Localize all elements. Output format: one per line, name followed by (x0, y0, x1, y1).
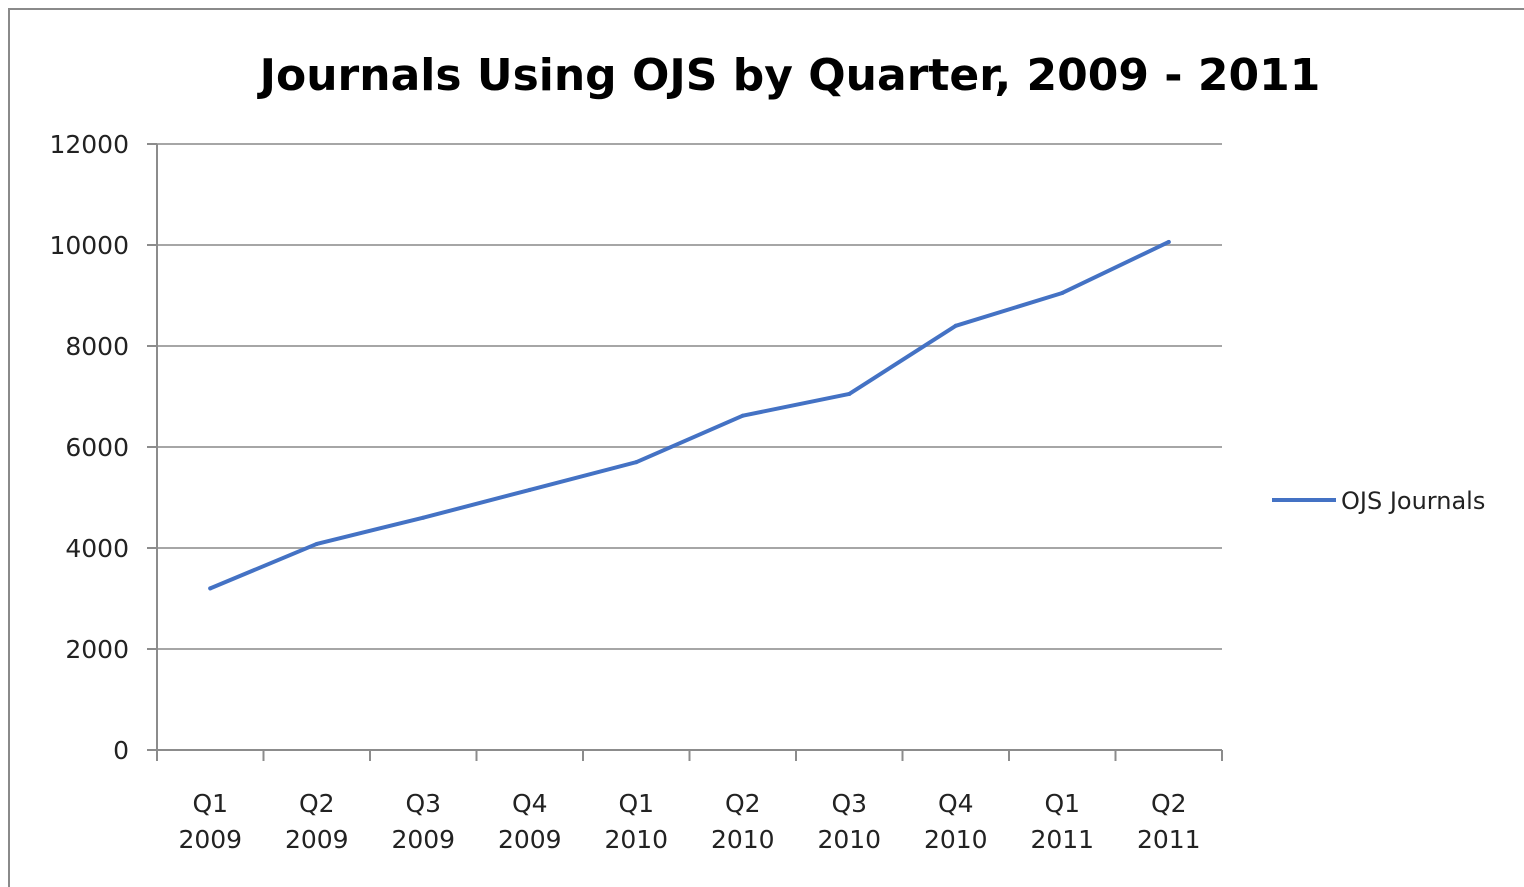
data-point (634, 460, 639, 465)
x-tick-label-line: Q2 (725, 789, 761, 818)
x-tick-label-line: Q2 (299, 789, 335, 818)
x-tick-label-line: 2010 (711, 825, 775, 854)
data-point (740, 413, 745, 418)
x-tick-label-line: 2009 (285, 825, 349, 854)
x-axis-ticks: Q1 2009 Q2 2009 Q3 2009 Q4 2009 Q1 2010 Q2 2010 Q3 20… (156, 750, 1223, 854)
data-point (847, 391, 852, 396)
x-tick-label-line: Q1 (618, 789, 654, 818)
y-tick-label: 10000 (49, 231, 129, 260)
data-point (421, 515, 426, 520)
y-tick-label: 4000 (65, 534, 129, 563)
x-tick-label: Q3 2010 (817, 789, 881, 854)
x-tick-label-line: Q4 (512, 789, 548, 818)
chart-title: Journals Using OJS by Quarter, 2009 - 20… (257, 50, 1321, 101)
y-tick-label: 8000 (65, 332, 129, 361)
y-tick-label: 12000 (49, 130, 129, 159)
x-tick-label: Q1 2011 (1030, 789, 1094, 854)
x-tick-label-line: Q2 (1151, 789, 1187, 818)
y-tick-label: 2000 (65, 635, 129, 664)
x-tick-label-line: Q3 (405, 789, 441, 818)
x-tick-label: Q4 2009 (498, 789, 562, 854)
data-point (527, 487, 532, 492)
x-tick-label: Q1 2009 (178, 789, 242, 854)
x-tick-label: Q4 2010 (924, 789, 988, 854)
x-tick-label: Q2 2009 (285, 789, 349, 854)
data-point (208, 586, 213, 591)
x-tick-label-line: 2009 (498, 825, 562, 854)
x-tick-label: Q2 2010 (711, 789, 775, 854)
x-tick-label-line: Q4 (938, 789, 974, 818)
series-group (208, 239, 1171, 591)
data-point (953, 323, 958, 328)
gridlines (157, 143, 1222, 650)
x-tick-label-line: 2009 (178, 825, 242, 854)
x-tick-label-line: 2010 (604, 825, 668, 854)
x-tick-label: Q2 2011 (1137, 789, 1201, 854)
x-tick-label-line: 2011 (1137, 825, 1201, 854)
x-tick-label-line: 2010 (924, 825, 988, 854)
legend: OJS Journals (1272, 487, 1485, 515)
y-tick-label: 6000 (65, 433, 129, 462)
x-tick-label: Q3 2009 (391, 789, 455, 854)
x-tick-label: Q1 2010 (604, 789, 668, 854)
legend-label: OJS Journals (1341, 487, 1485, 515)
x-tick-label-line: 2009 (391, 825, 455, 854)
x-tick-label-line: Q1 (1044, 789, 1080, 818)
data-point (314, 541, 319, 546)
x-tick-label-line: Q1 (192, 789, 228, 818)
data-point (1166, 239, 1171, 244)
y-axis-ticks: 0 2000 4000 6000 8000 10000 12000 (49, 130, 157, 765)
x-tick-label-line: 2011 (1030, 825, 1094, 854)
data-point (1060, 290, 1065, 295)
x-tick-label-line: 2010 (817, 825, 881, 854)
y-tick-label: 0 (113, 736, 129, 765)
series-line (208, 239, 1171, 591)
x-tick-label-line: Q3 (831, 789, 867, 818)
